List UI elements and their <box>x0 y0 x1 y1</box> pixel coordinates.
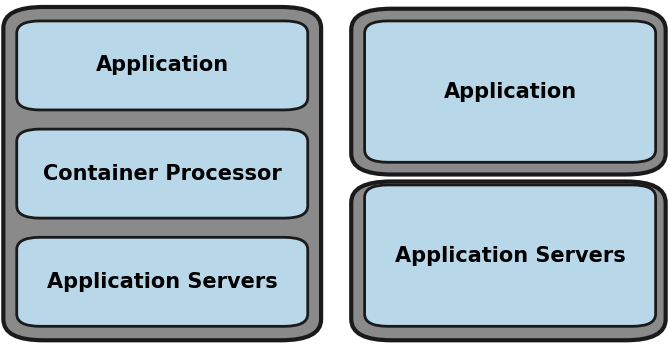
FancyBboxPatch shape <box>3 7 321 340</box>
Text: Application Servers: Application Servers <box>47 272 278 292</box>
FancyBboxPatch shape <box>365 185 656 326</box>
Text: Application Servers: Application Servers <box>395 246 626 266</box>
FancyBboxPatch shape <box>351 9 666 174</box>
Text: Application: Application <box>444 82 577 102</box>
FancyBboxPatch shape <box>17 237 308 326</box>
Text: Container Processor: Container Processor <box>43 164 282 184</box>
FancyBboxPatch shape <box>365 21 656 162</box>
FancyBboxPatch shape <box>351 181 666 340</box>
FancyBboxPatch shape <box>17 129 308 218</box>
FancyBboxPatch shape <box>17 21 308 110</box>
Text: Application: Application <box>96 55 229 75</box>
